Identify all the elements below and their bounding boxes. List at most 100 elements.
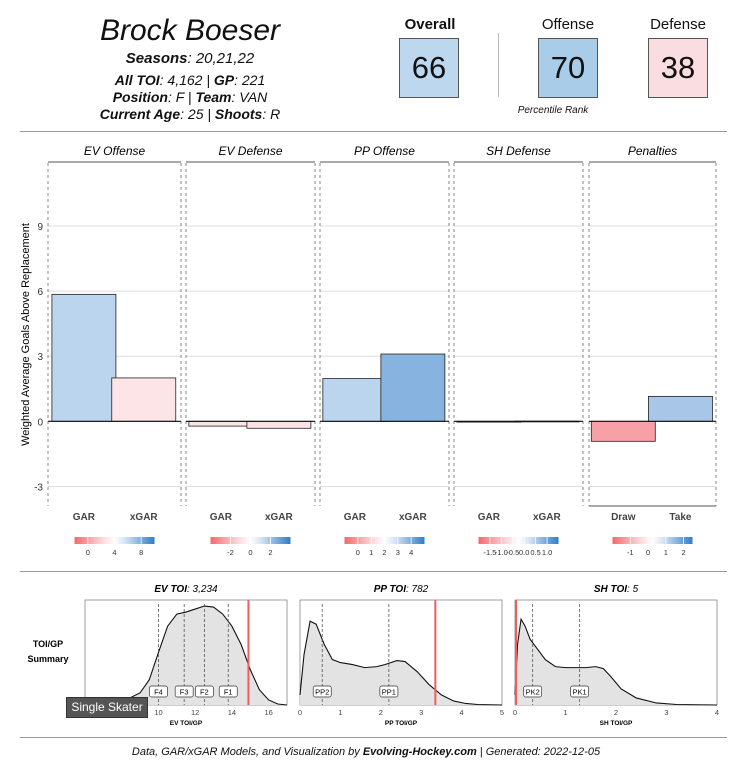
bar-xgar (111, 377, 177, 422)
y-tick-label: -3 (34, 482, 43, 493)
role-label-box (523, 685, 543, 698)
density-area (300, 621, 502, 705)
x-tick-label: GAR (344, 512, 367, 523)
x-tick-label: 10 (154, 708, 162, 717)
overall-rank-box: 66 (399, 38, 459, 98)
panel-title: SH Defense (486, 144, 551, 158)
x-tick-label: 5 (500, 708, 504, 717)
scale-tick-label: 0 (646, 548, 650, 557)
single-skater-tag[interactable]: Single Skater (66, 697, 148, 718)
bar-gar (51, 293, 117, 422)
x-tick-label: GAR (210, 512, 233, 523)
role-label-box (379, 685, 399, 698)
role-label: PP2 (315, 688, 329, 697)
y-tick-label: 3 (37, 352, 43, 363)
role-label: F1 (224, 688, 233, 697)
scale-tick-label: 2 (268, 548, 272, 557)
y-tick-label: 9 (37, 222, 43, 233)
x-tick-label: 4 (715, 708, 719, 717)
role-label: PK2 (526, 688, 540, 697)
x-tick-label: xGAR (265, 512, 294, 523)
y-axis-label: Weighted Average Goals Above Replacement (20, 223, 32, 446)
role-label: F3 (180, 688, 189, 697)
scale-tick-label: 0 (356, 548, 360, 557)
x-tick-label: 0 (513, 708, 517, 717)
role-label-box (149, 685, 168, 698)
x-tick-label: 1 (338, 708, 342, 717)
x-tick-label: Draw (611, 512, 636, 523)
defense-label: Defense (650, 16, 706, 33)
scale-tick-label: 0 (248, 548, 252, 557)
x-tick-label: 0 (298, 708, 302, 717)
overall-label: Overall (404, 16, 456, 33)
bar-xgar (380, 353, 446, 422)
age-line: Current Age: 25 | Shoots: R (99, 106, 281, 122)
role-label-box (312, 685, 332, 698)
role-label: F2 (200, 688, 209, 697)
role-label-box (218, 685, 238, 698)
panel-title: EV Defense (218, 144, 282, 158)
bar-gar (322, 378, 388, 422)
y-tick-label: 6 (37, 287, 43, 298)
player-name: Brock Boeser (99, 14, 281, 47)
divider-middle (20, 571, 727, 572)
side-label-line1: TOI/GP (33, 639, 63, 649)
toi-panel-title: EV TOI: 3,234 (154, 584, 218, 595)
scale-tick-label: -1 (627, 548, 634, 557)
rank-divider (498, 33, 499, 97)
divider-bottom (20, 737, 727, 738)
x-axis-label: SH TOI/GP (600, 720, 633, 727)
toi-panel-title: SH TOI: 5 (594, 584, 639, 595)
scale-tick-label: -2 (227, 548, 234, 557)
role-label: PP1 (382, 688, 396, 697)
x-tick-label: 16 (264, 708, 272, 717)
x-tick-label: 1 (563, 708, 567, 717)
y-tick-label: 0 (37, 417, 43, 428)
x-tick-label: Take (669, 512, 691, 523)
x-axis-label: PP TOI/GP (385, 720, 418, 727)
role-label-box (195, 685, 214, 698)
offense-rank-box: 70 (538, 38, 598, 98)
panel-title: EV Offense (84, 144, 146, 158)
scale-tick-label: 2 (682, 548, 686, 557)
scale-tick-label: 4 (112, 548, 116, 557)
position-line: Position: F | Team: VAN (112, 89, 268, 105)
color-scale-bar (612, 537, 693, 544)
role-label-box (570, 685, 589, 698)
toi-panel-title: PP TOI: 782 (374, 584, 429, 595)
role-label: F4 (154, 688, 163, 697)
x-tick-label: 12 (191, 708, 199, 717)
seasons-line: Seasons: 20,21,22 (125, 50, 255, 67)
x-tick-label: 14 (228, 708, 236, 717)
x-axis-label: EV TOI/GP (170, 720, 203, 727)
bar-gar (188, 420, 254, 427)
scale-tick-label: 0.0 (519, 548, 529, 557)
x-tick-label: 2 (614, 708, 618, 717)
density-area (515, 619, 717, 705)
defense-rank-box: 38 (648, 38, 708, 98)
scale-tick-label: 2 (382, 548, 386, 557)
x-tick-label: xGAR (399, 512, 428, 523)
density-line (84, 605, 288, 706)
density-area (85, 606, 287, 705)
role-label-box (174, 685, 194, 698)
scale-tick-label: -1.5 (483, 548, 496, 557)
toi-line: All TOI: 4,162 | GP: 221 (114, 72, 266, 88)
scale-tick-label: 0 (86, 548, 90, 557)
bar-take (648, 395, 713, 422)
bar-xgar (246, 420, 312, 429)
percentile-caption: Percentile Rank (517, 105, 589, 116)
x-tick-label: 4 (460, 708, 464, 717)
x-tick-label: 3 (664, 708, 668, 717)
x-tick-label: GAR (73, 512, 96, 523)
scale-tick-label: 1.0 (542, 548, 552, 557)
density-line (299, 620, 503, 706)
color-scale-bar (478, 537, 559, 544)
role-label: PK1 (573, 688, 587, 697)
density-line (514, 617, 718, 706)
x-tick-label: xGAR (130, 512, 159, 523)
scale-tick-label: -1.0 (495, 548, 508, 557)
scale-tick-label: 3 (396, 548, 400, 557)
side-label-line2: Summary (27, 654, 68, 664)
